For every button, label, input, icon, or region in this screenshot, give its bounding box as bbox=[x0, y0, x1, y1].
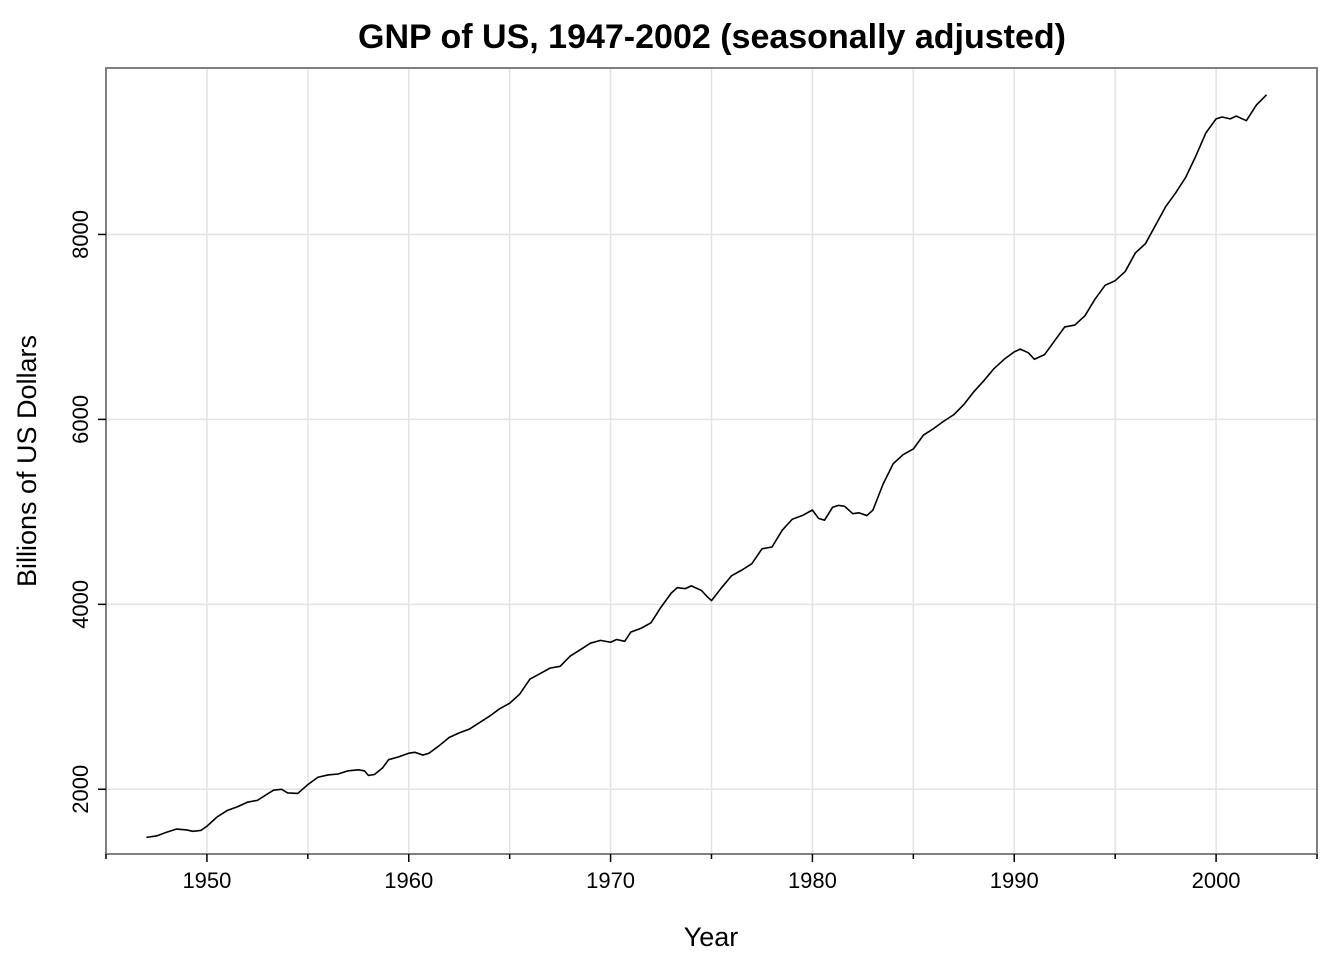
chart-title: GNP of US, 1947-2002 (seasonally adjuste… bbox=[358, 18, 1066, 56]
x-axis: 1950 1960 1970 1980 1990 2000 bbox=[105, 854, 1318, 893]
y-tick-label-4000: 4000 bbox=[68, 580, 93, 629]
x-tick-label-1960: 1960 bbox=[384, 868, 433, 893]
y-tick-label-2000: 2000 bbox=[68, 765, 93, 814]
grid-lines bbox=[106, 68, 1317, 854]
x-tick-label-2000: 2000 bbox=[1192, 868, 1241, 893]
x-tick-label-1950: 1950 bbox=[182, 868, 231, 893]
y-tick-label-6000: 6000 bbox=[68, 395, 93, 444]
x-tick-label-1990: 1990 bbox=[990, 868, 1039, 893]
x-tick-label-1980: 1980 bbox=[788, 868, 837, 893]
series-layer bbox=[146, 94, 1268, 839]
x-tick-label-1970: 1970 bbox=[586, 868, 635, 893]
y-axis-label: Billions of US Dollars bbox=[12, 335, 42, 587]
series-line-0 bbox=[146, 94, 1268, 839]
x-axis-label: Year bbox=[684, 922, 739, 952]
y-axis: 2000 4000 6000 8000 bbox=[68, 210, 106, 814]
y-tick-label-8000: 8000 bbox=[68, 210, 93, 259]
